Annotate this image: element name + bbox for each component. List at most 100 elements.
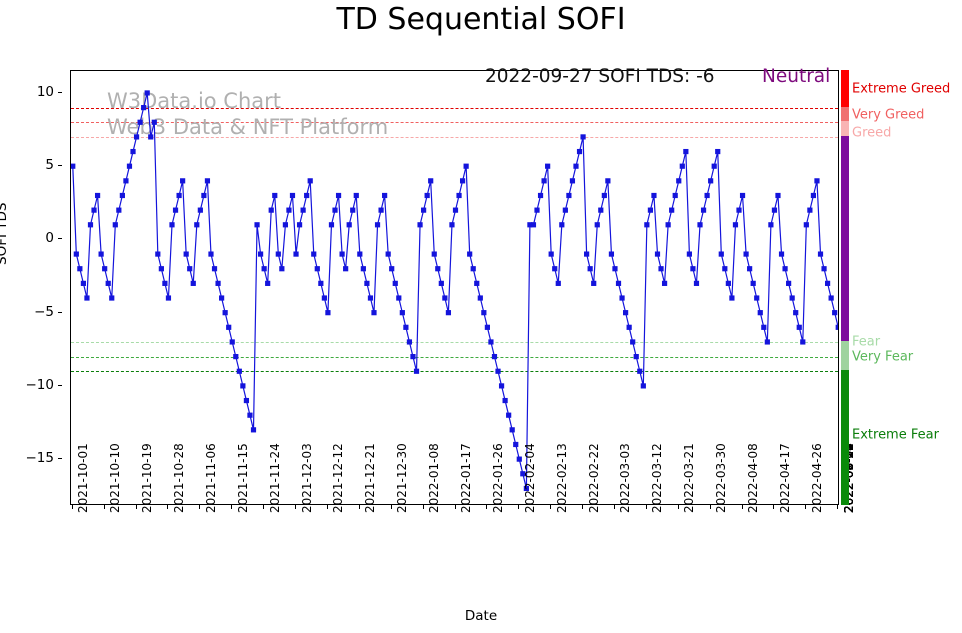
tds-marker xyxy=(126,163,133,169)
tds-marker xyxy=(481,310,487,316)
tds-marker xyxy=(119,192,125,199)
tds-marker xyxy=(488,339,494,345)
tds-marker xyxy=(580,134,586,140)
x-tick-mark xyxy=(135,505,137,509)
colorbar-label: Extreme Fear xyxy=(852,427,939,443)
tds-marker xyxy=(116,207,122,213)
tds-marker xyxy=(640,383,646,389)
tds-marker xyxy=(584,251,590,257)
sentiment-state-label: Neutral xyxy=(762,66,831,87)
tds-marker xyxy=(569,178,576,184)
y-tick-mark xyxy=(58,384,62,386)
tds-marker xyxy=(672,192,678,199)
x-tick-mark xyxy=(518,505,520,509)
x-tick-mark xyxy=(805,505,807,509)
tds-marker xyxy=(449,222,455,228)
tds-marker xyxy=(289,192,296,199)
tds-marker xyxy=(757,310,763,316)
tds-marker xyxy=(800,339,806,345)
tds-marker xyxy=(828,295,834,301)
tds-marker xyxy=(615,280,622,286)
x-tick-label: 2022-02-13 xyxy=(554,443,569,513)
tds-marker xyxy=(243,397,250,404)
tds-marker xyxy=(367,295,374,301)
plot-inner: W3Data.io Chart Web3 Data & NFT Platform xyxy=(71,71,838,504)
tds-marker xyxy=(771,207,778,213)
x-tick-label: 2022-02-04 xyxy=(522,443,537,513)
tds-marker xyxy=(715,148,721,155)
tds-marker xyxy=(576,148,583,155)
colorbar-label: Very Greed xyxy=(852,107,925,123)
tds-marker xyxy=(725,280,731,286)
tds-marker xyxy=(155,251,161,257)
tds-marker xyxy=(183,251,189,257)
tds-marker xyxy=(608,251,615,257)
y-tick-mark xyxy=(58,458,62,460)
tds-marker xyxy=(357,251,363,257)
tds-marker xyxy=(176,192,182,199)
tds-marker xyxy=(304,192,310,199)
tds-marker xyxy=(286,207,292,213)
tds-marker xyxy=(775,192,781,199)
x-tick-mark xyxy=(741,505,743,509)
tds-marker xyxy=(325,310,331,316)
tds-marker xyxy=(456,192,462,199)
tds-marker xyxy=(141,105,147,111)
tds-marker xyxy=(343,266,349,272)
tds-marker xyxy=(591,280,597,286)
tds-marker xyxy=(651,192,657,199)
tds-marker xyxy=(353,192,359,199)
tds-marker xyxy=(71,163,76,169)
tds-marker xyxy=(109,295,115,301)
tds-marker xyxy=(311,251,317,257)
tds-marker xyxy=(180,178,186,184)
tds-marker xyxy=(754,295,760,301)
x-tick-label: 2021-10-01 xyxy=(76,443,91,513)
x-axis-tick-labels: 2021-10-01 2021-10-10 2021-10-19 2021-10-28… xyxy=(70,443,856,609)
tds-marker xyxy=(201,192,207,199)
y-tick-mark xyxy=(58,91,62,93)
tds-marker xyxy=(630,339,636,345)
tds-marker xyxy=(484,324,490,330)
tds-marker xyxy=(84,295,90,301)
tds-marker xyxy=(226,324,232,330)
tds-marker xyxy=(711,163,717,169)
colorbar-segment xyxy=(841,135,849,341)
tds-marker xyxy=(424,192,430,199)
tds-marker xyxy=(778,251,785,257)
tds-marker xyxy=(647,207,654,213)
tds-marker xyxy=(169,222,175,228)
x-tick-label: 2021-11-15 xyxy=(235,443,250,513)
tds-marker xyxy=(786,280,792,286)
y-tick-label: 10 xyxy=(36,83,54,100)
tds-marker xyxy=(392,280,398,286)
tds-marker xyxy=(219,295,225,301)
tds-marker xyxy=(594,222,600,228)
tds-marker xyxy=(240,383,246,389)
tds-marker xyxy=(520,471,526,477)
tds-marker xyxy=(247,412,253,418)
latest-reading-text: 2022-09-27 SOFI TDS: -6 xyxy=(485,66,715,87)
x-tick-label: 2021-10-28 xyxy=(171,443,186,513)
tds-marker xyxy=(452,207,459,213)
tds-marker xyxy=(91,207,97,213)
tds-marker xyxy=(665,222,671,228)
tds-marker xyxy=(172,207,179,213)
tds-marker xyxy=(474,280,480,286)
tds-marker xyxy=(527,222,533,228)
tds-marker xyxy=(133,134,140,140)
tds-marker xyxy=(197,207,203,213)
tds-marker xyxy=(215,280,221,286)
tds-marker xyxy=(385,251,391,257)
x-axis-title: Date xyxy=(464,608,498,624)
tds-marker xyxy=(151,119,157,125)
tds-marker xyxy=(555,280,561,286)
tds-marker xyxy=(623,310,629,316)
tds-marker xyxy=(690,266,696,272)
x-tick-label: 2021-11-24 xyxy=(267,443,282,513)
tds-marker xyxy=(587,266,593,272)
tds-marker xyxy=(406,339,413,345)
tds-marker xyxy=(516,456,522,462)
tds-marker xyxy=(272,192,278,199)
tds-marker xyxy=(389,266,395,272)
